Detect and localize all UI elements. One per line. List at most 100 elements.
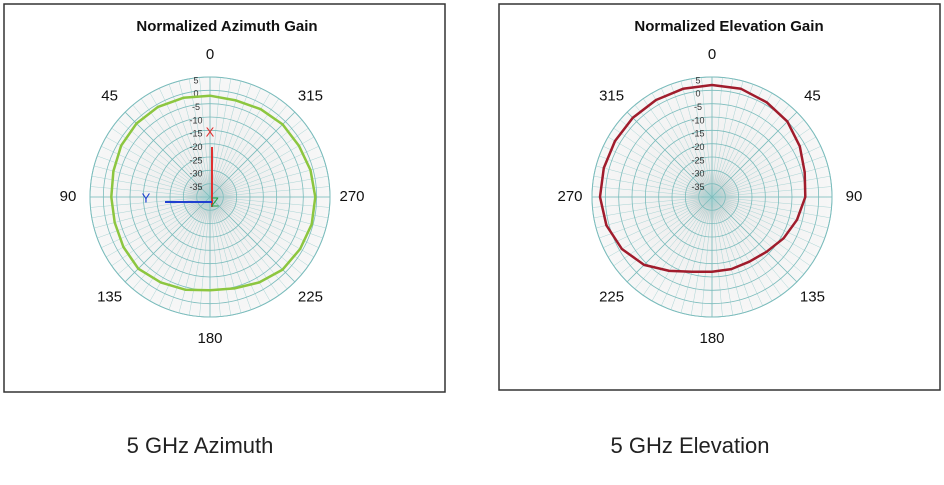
spoke	[209, 104, 288, 198]
ring-grid-line	[169, 156, 251, 238]
r-tick-label: -5	[694, 102, 702, 112]
ring-grid-line	[182, 169, 238, 225]
r-tick-label: -30	[691, 169, 704, 179]
caption: 5 GHz Elevation	[611, 433, 770, 458]
r-tick-label: -30	[189, 169, 202, 179]
spoke	[711, 196, 734, 316]
caption: 5 GHz Azimuth	[127, 433, 274, 458]
spoke	[159, 196, 211, 306]
angle-grid-line	[124, 111, 211, 198]
spoke	[711, 196, 754, 310]
spoke	[596, 196, 713, 229]
ring-grid-line	[102, 89, 318, 305]
spoke	[140, 98, 211, 198]
r-tick-label: 5	[695, 75, 700, 85]
spoke	[661, 196, 713, 306]
spoke	[592, 186, 713, 198]
spoke	[209, 92, 271, 198]
ring-grid-line	[658, 143, 766, 251]
spoke	[209, 127, 309, 198]
spoke	[711, 84, 754, 198]
spoke	[209, 196, 330, 208]
spoke	[607, 136, 713, 198]
spoke	[711, 196, 828, 229]
spoke	[603, 196, 713, 248]
axis-annotation: X	[206, 124, 215, 139]
spoke	[711, 196, 821, 248]
spoke	[711, 78, 734, 198]
ring-grid-line	[604, 89, 820, 305]
spoke	[711, 136, 817, 198]
spoke	[209, 196, 303, 275]
angle-grid-line	[711, 111, 798, 198]
angle-tick-label: 0	[206, 46, 214, 63]
spoke	[680, 81, 713, 198]
angle-tick-label: 315	[599, 88, 624, 105]
spoke	[599, 155, 713, 198]
angle-grid-line	[626, 196, 713, 283]
r-tick-label: -35	[691, 182, 704, 192]
spoke	[209, 146, 319, 198]
spoke	[209, 175, 329, 198]
ring-grid-line	[644, 129, 780, 265]
spoke	[711, 196, 831, 219]
gain-curve	[110, 94, 317, 292]
spoke	[199, 196, 211, 317]
spoke	[711, 196, 744, 313]
spoke	[711, 119, 805, 198]
spoke	[168, 84, 211, 198]
spoke	[711, 175, 831, 198]
spoke	[209, 196, 242, 313]
r-tick-label: -35	[189, 182, 202, 192]
spoke	[701, 196, 713, 317]
spoke	[711, 186, 832, 198]
spoke	[209, 196, 232, 316]
spoke	[711, 165, 828, 198]
chart-title: Normalized Azimuth Gain	[136, 18, 317, 35]
spoke	[149, 92, 211, 198]
spoke	[670, 196, 713, 310]
spoke	[711, 196, 773, 302]
r-tick-label: -25	[691, 155, 704, 165]
spoke	[711, 196, 805, 275]
ring-grid-line	[684, 169, 740, 225]
angle-tick-label: 270	[339, 188, 364, 205]
spoke	[178, 196, 211, 313]
angle-grid-line	[711, 196, 798, 283]
spoke	[690, 78, 713, 198]
ring-grid-line	[129, 116, 291, 278]
spoke	[711, 196, 763, 306]
spoke	[209, 155, 323, 198]
angle-tick-label: 90	[60, 188, 77, 205]
spoke	[711, 127, 811, 198]
spoke	[651, 92, 713, 198]
spoke	[90, 196, 211, 208]
spoke	[178, 81, 211, 198]
spoke	[209, 196, 221, 317]
ring-grid-line	[631, 116, 793, 278]
spoke	[603, 146, 713, 198]
spoke	[209, 196, 261, 306]
spoke	[711, 77, 723, 198]
axis-annotation: Z	[211, 194, 219, 209]
spoke	[209, 119, 303, 198]
angle-grid-line	[209, 111, 296, 198]
r-tick-label: 0	[695, 89, 700, 99]
spoke	[599, 196, 713, 239]
spoke	[680, 196, 713, 313]
spoke	[619, 119, 713, 198]
spoke	[149, 196, 211, 302]
spoke	[711, 92, 773, 198]
spoke	[607, 196, 713, 258]
spoke	[711, 196, 723, 317]
spoke	[711, 88, 763, 198]
r-tick-label: -10	[691, 115, 704, 125]
angle-grid-line	[209, 196, 296, 283]
spoke	[111, 127, 211, 198]
angle-tick-label: 270	[557, 188, 582, 205]
spoke	[90, 186, 211, 198]
axis-annotation: Y	[142, 190, 151, 205]
chart-frame	[498, 3, 941, 391]
spoke	[209, 196, 252, 310]
ring-grid-line	[196, 183, 224, 211]
